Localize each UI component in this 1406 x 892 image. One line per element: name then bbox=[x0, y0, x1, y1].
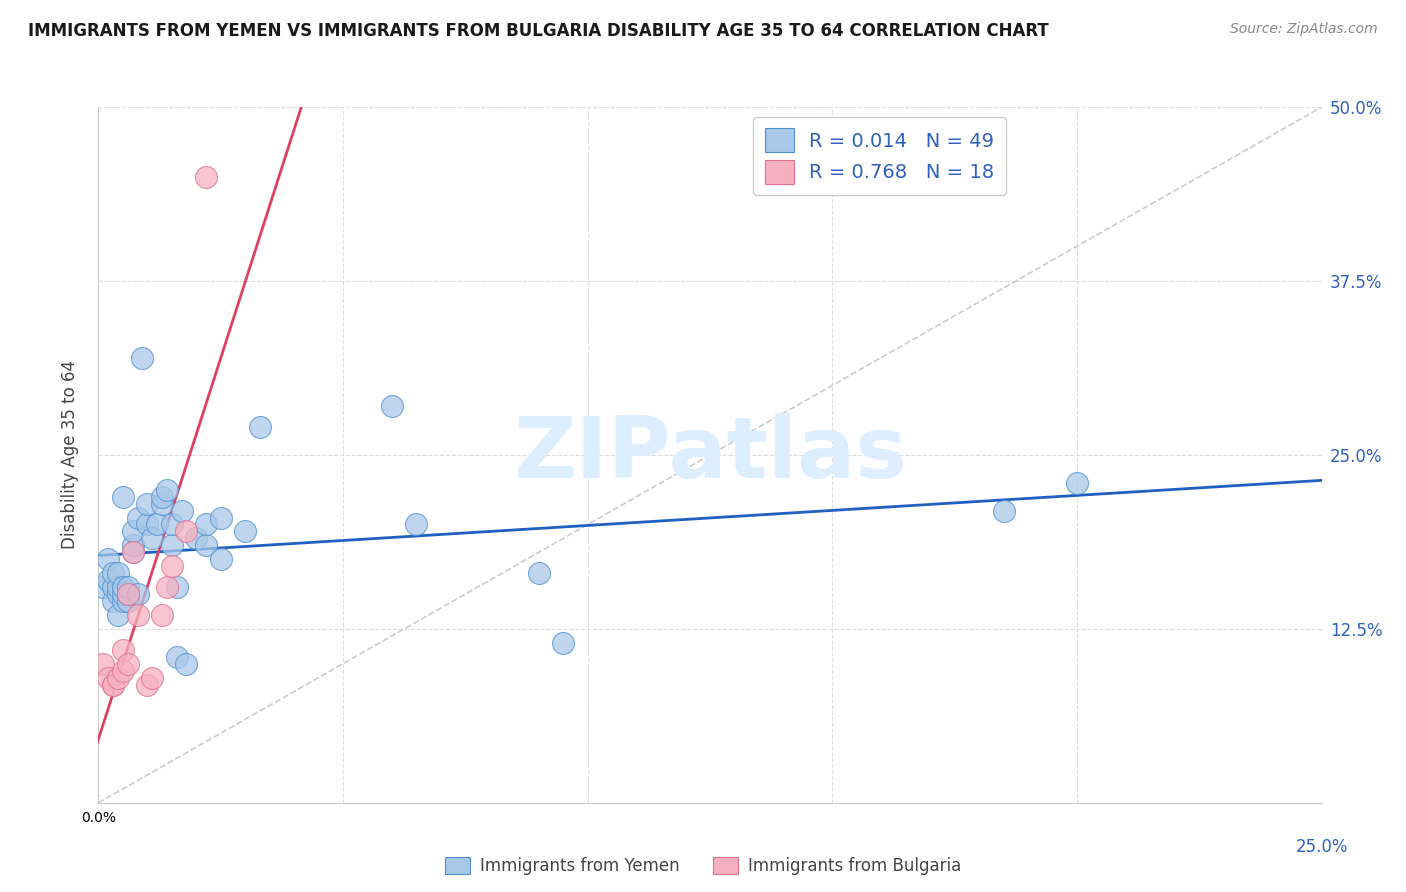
Point bbox=[121, 524, 143, 539]
Text: Source: ZipAtlas.com: Source: ZipAtlas.com bbox=[1230, 22, 1378, 37]
Point bbox=[111, 587, 134, 601]
Point bbox=[117, 594, 139, 608]
Point bbox=[195, 538, 218, 552]
Text: ZIPatlas: ZIPatlas bbox=[513, 413, 907, 497]
Point bbox=[150, 607, 173, 622]
Point bbox=[381, 399, 404, 413]
Point bbox=[249, 420, 271, 434]
Point bbox=[117, 580, 139, 594]
Point bbox=[993, 503, 1015, 517]
Point bbox=[186, 532, 208, 546]
Point bbox=[101, 677, 124, 691]
Legend: Immigrants from Yemen, Immigrants from Bulgaria: Immigrants from Yemen, Immigrants from B… bbox=[436, 849, 970, 884]
Text: 25.0%: 25.0% bbox=[1295, 838, 1348, 855]
Point bbox=[101, 580, 124, 594]
Point bbox=[101, 566, 124, 581]
Point bbox=[166, 580, 188, 594]
Point bbox=[107, 607, 129, 622]
Point bbox=[111, 664, 134, 678]
Point bbox=[209, 552, 232, 566]
Point bbox=[121, 545, 143, 559]
Point bbox=[405, 517, 427, 532]
Point bbox=[176, 657, 198, 671]
Point bbox=[111, 580, 134, 594]
Point bbox=[107, 580, 129, 594]
Point bbox=[195, 517, 218, 532]
Point bbox=[170, 503, 193, 517]
Point bbox=[101, 594, 124, 608]
Point bbox=[91, 657, 114, 671]
Point bbox=[160, 538, 183, 552]
Point bbox=[111, 642, 134, 657]
Point bbox=[117, 587, 139, 601]
Point bbox=[127, 607, 149, 622]
Point bbox=[121, 538, 143, 552]
Point bbox=[107, 671, 129, 685]
Point bbox=[150, 497, 173, 511]
Point bbox=[166, 649, 188, 664]
Point bbox=[136, 497, 159, 511]
Point bbox=[97, 552, 120, 566]
Point bbox=[553, 636, 575, 650]
Point bbox=[127, 587, 149, 601]
Legend: R = 0.014   N = 49, R = 0.768   N = 18: R = 0.014 N = 49, R = 0.768 N = 18 bbox=[754, 117, 1007, 195]
Point bbox=[176, 524, 198, 539]
Point bbox=[146, 517, 169, 532]
Point bbox=[160, 517, 183, 532]
Point bbox=[141, 671, 163, 685]
Point bbox=[156, 483, 179, 497]
Point bbox=[91, 580, 114, 594]
Point bbox=[141, 532, 163, 546]
Point bbox=[117, 657, 139, 671]
Point bbox=[131, 351, 153, 365]
Point bbox=[101, 677, 124, 691]
Point bbox=[1066, 475, 1088, 490]
Point bbox=[121, 545, 143, 559]
Point bbox=[111, 490, 134, 504]
Point bbox=[117, 587, 139, 601]
Point bbox=[195, 169, 218, 184]
Point bbox=[111, 594, 134, 608]
Point bbox=[97, 671, 120, 685]
Point bbox=[150, 490, 173, 504]
Point bbox=[127, 510, 149, 524]
Point bbox=[136, 677, 159, 691]
Point bbox=[209, 510, 232, 524]
Point bbox=[107, 566, 129, 581]
Point bbox=[136, 517, 159, 532]
Point bbox=[107, 587, 129, 601]
Point bbox=[527, 566, 550, 581]
Y-axis label: Disability Age 35 to 64: Disability Age 35 to 64 bbox=[60, 360, 79, 549]
Point bbox=[160, 559, 183, 574]
Point bbox=[156, 580, 179, 594]
Point bbox=[233, 524, 256, 539]
Point bbox=[97, 573, 120, 587]
Text: IMMIGRANTS FROM YEMEN VS IMMIGRANTS FROM BULGARIA DISABILITY AGE 35 TO 64 CORREL: IMMIGRANTS FROM YEMEN VS IMMIGRANTS FROM… bbox=[28, 22, 1049, 40]
